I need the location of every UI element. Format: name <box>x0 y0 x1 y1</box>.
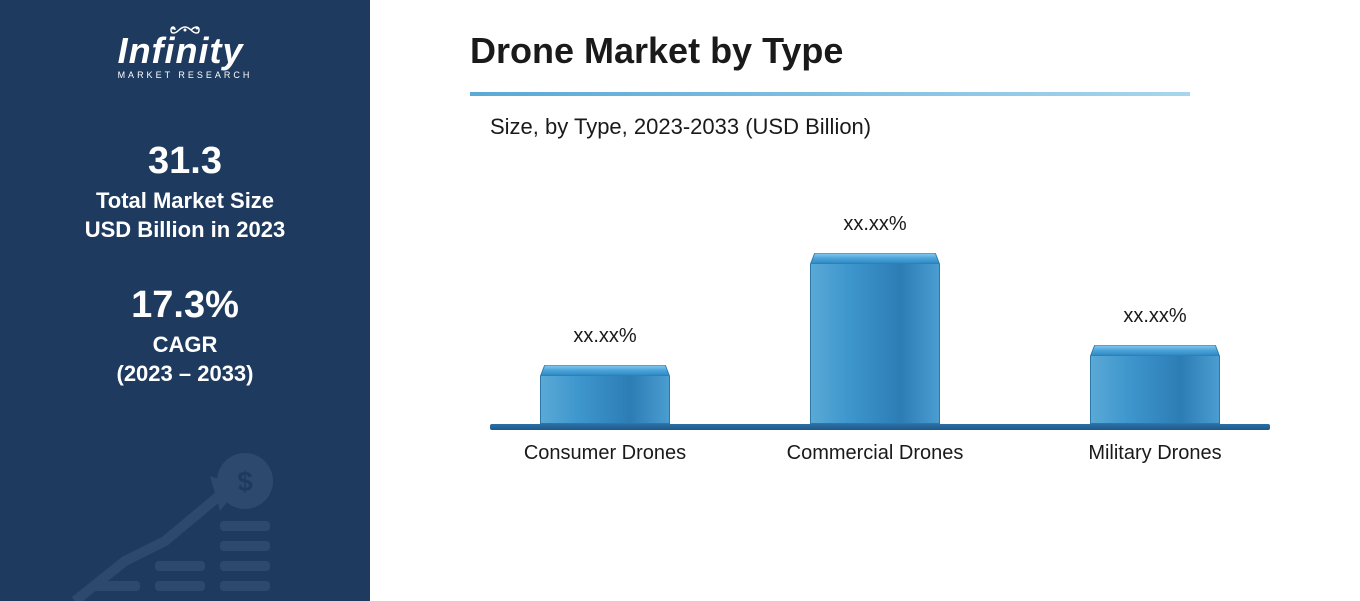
bar-group: xx.xx% <box>810 213 940 424</box>
chart-subtitle: Size, by Type, 2023-2033 (USD Billion) <box>490 114 1300 140</box>
bar-value-label: xx.xx% <box>1123 305 1186 328</box>
bar-group: xx.xx% <box>1090 305 1220 424</box>
bar-category-label: Consumer Drones <box>524 442 686 465</box>
chart-baseline <box>490 424 1270 430</box>
bar <box>810 246 940 424</box>
bar <box>540 358 670 424</box>
growth-graphic-icon: $ <box>45 441 325 601</box>
stat-market-size: 31.3 Total Market Size USD Billion in 20… <box>85 140 286 244</box>
stat-label: USD Billion in 2023 <box>85 216 286 245</box>
bar-value-label: xx.xx% <box>573 325 636 348</box>
bar-chart: xx.xx% xx.xx% xx.xx% Consumer Drones Commer… <box>490 170 1270 470</box>
logo-name: Infinity <box>118 30 253 72</box>
bar-group: xx.xx% <box>540 325 670 424</box>
stat-value: 17.3% <box>117 284 254 327</box>
stat-label: CAGR <box>117 331 254 360</box>
bar-value-label: xx.xx% <box>843 213 906 236</box>
main-content: Drone Market by Type Size, by Type, 2023… <box>370 0 1360 601</box>
bar-category-label: Commercial Drones <box>787 442 964 465</box>
company-logo: Infinity MARKET RESEARCH <box>118 30 253 80</box>
sidebar-panel: Infinity MARKET RESEARCH 31.3 Total Mark… <box>0 0 370 601</box>
stat-cagr: 17.3% CAGR (2023 – 2033) <box>117 284 254 388</box>
stat-label: (2023 – 2033) <box>117 360 254 389</box>
bar <box>1090 338 1220 424</box>
svg-text:$: $ <box>237 466 253 497</box>
title-divider <box>470 92 1190 96</box>
chart-title: Drone Market by Type <box>470 30 1300 72</box>
stat-label: Total Market Size <box>85 187 286 216</box>
bar-category-label: Military Drones <box>1088 442 1221 465</box>
stat-value: 31.3 <box>85 140 286 183</box>
